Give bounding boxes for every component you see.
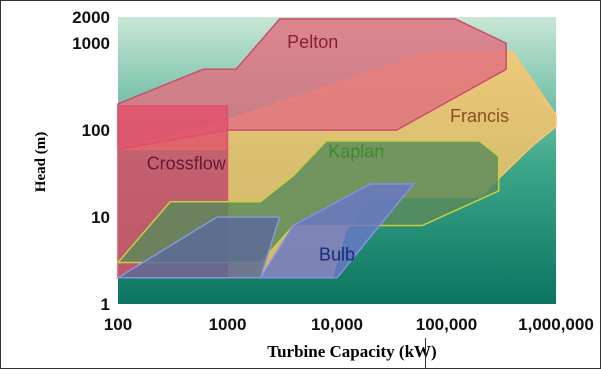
x-tick-label: 10,000 [311, 315, 363, 334]
lower-band-region [115, 216, 281, 279]
left-border [0, 0, 1, 369]
ticks-layer: 100 1000 10,000 100,000 1,000,000 1 10 100 1000 2… [72, 8, 594, 334]
x-tick-label: 1,000,000 [518, 315, 594, 334]
crossflow-label: Crossflow [147, 153, 227, 173]
kaplan-label: Kaplan [328, 141, 384, 161]
regions-layer [115, 18, 557, 279]
bulb-region [259, 183, 416, 279]
top-border [0, 0, 601, 1]
y-axis-label: Head (m) [33, 132, 49, 192]
pelton-label: Pelton [287, 32, 338, 52]
x-axis-label: Turbine Capacity (kW) [267, 342, 436, 361]
y-tick-label: 100 [82, 121, 110, 140]
caption-divider [425, 338, 426, 369]
y-tick-label: 10 [91, 208, 110, 227]
region-labels-layer: Francis Pelton Crossflow Kaplan Bulb [147, 32, 509, 264]
y-tick-label: 1000 [72, 34, 110, 53]
y-tick-label: 1 [101, 295, 110, 314]
y-tick-label: 2000 [72, 8, 110, 27]
bulb-label: Bulb [319, 244, 355, 264]
x-tick-label: 100 [104, 315, 132, 334]
x-tick-label: 100,000 [416, 315, 477, 334]
x-tick-label: 1000 [209, 315, 247, 334]
francis-label: Francis [450, 106, 509, 126]
